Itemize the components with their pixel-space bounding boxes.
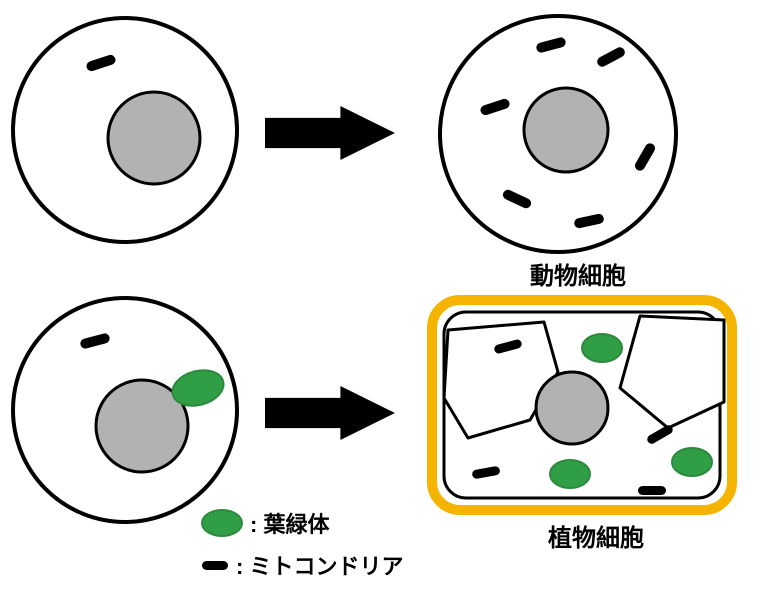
mitochondria-icon (200, 558, 230, 573)
animal-cell-label: 動物細胞 (530, 256, 626, 291)
cell-diagram (0, 0, 768, 595)
legend-mitochondria: : ミトコンドリア (200, 549, 403, 581)
legend-chloroplast: : 葉緑体 (200, 507, 329, 539)
legend-chloroplast-text: : 葉緑体 (250, 507, 329, 539)
plant-cell-label: 植物細胞 (548, 518, 644, 553)
chloroplast-icon (200, 508, 244, 538)
legend-mitochondria-text: : ミトコンドリア (236, 549, 403, 581)
